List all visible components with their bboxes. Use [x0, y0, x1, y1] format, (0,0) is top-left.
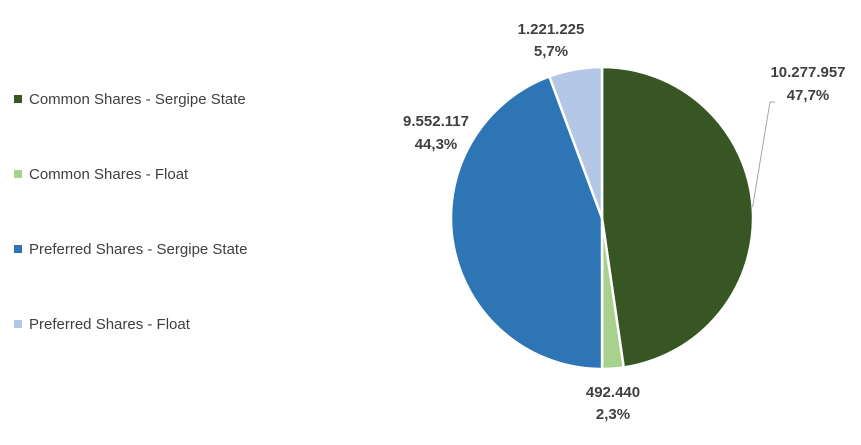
data-label-value-common-float: 492.440 [586, 384, 640, 401]
legend-swatch-common-float [14, 170, 22, 178]
data-label-percent-preferred-sergipe: 44,3% [415, 136, 458, 153]
pie-slice-preferred-sergipe [449, 75, 604, 371]
legend-label-common-sergipe: Common Shares - Sergipe State [29, 90, 246, 108]
legend-label-preferred-sergipe: Preferred Shares - Sergipe State [29, 240, 248, 258]
legend-label-preferred-float: Preferred Shares - Float [29, 315, 190, 333]
legend-swatch-preferred-float [14, 320, 22, 328]
data-label-value-common-sergipe: 10.277.957 [770, 64, 845, 81]
legend-item-preferred-sergipe: Preferred Shares - Sergipe State [14, 239, 247, 259]
data-label-percent-common-sergipe: 47,7% [787, 87, 830, 104]
pie-slice-common-sergipe [600, 65, 755, 369]
legend-item-preferred-float: Preferred Shares - Float [14, 314, 190, 334]
pie-slice-preferred-float [548, 65, 604, 220]
data-label-value-preferred-float: 1.221.225 [518, 21, 585, 38]
leader-lines [752, 101, 775, 208]
data-label-percent-preferred-float: 5,7% [534, 43, 568, 60]
legend-label-common-float: Common Shares - Float [29, 165, 189, 183]
leader-line-common-sergipe [752, 101, 775, 208]
chart-legend: Common Shares - Sergipe State Common Sha… [14, 0, 344, 445]
legend-item-common-sergipe: Common Shares - Sergipe State [14, 89, 246, 109]
legend-swatch-preferred-sergipe [14, 245, 22, 253]
data-label-value-preferred-sergipe: 9.552.117 [403, 113, 469, 130]
legend-item-common-float: Common Shares - Float [14, 164, 188, 184]
legend-swatch-common-sergipe [14, 95, 22, 103]
data-label-percent-common-float: 2,3% [596, 406, 630, 423]
pie-slices [449, 65, 755, 371]
